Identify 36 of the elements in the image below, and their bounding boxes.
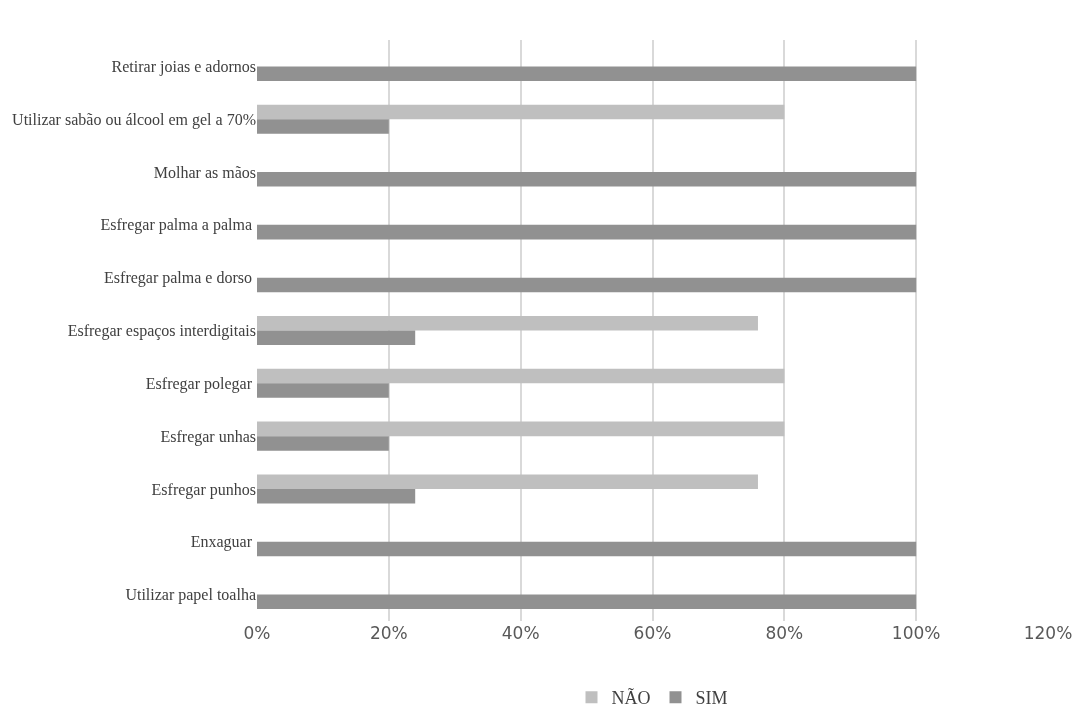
legend-label: SIM [695,688,728,709]
y-tick-label: Esfregar punhos [151,480,256,499]
bar [257,488,416,504]
x-tick-label: 0% [243,623,271,643]
y-tick-label: Esfregar espaços interdigitais [67,322,256,341]
bar [257,119,389,134]
x-tick-label: 120% [1023,623,1073,643]
x-tick-label: 100% [891,623,941,643]
bar [257,421,785,437]
y-tick-label: Utilizar papel toalha [125,586,256,605]
bar [257,277,917,293]
bar [257,594,917,610]
bar [257,66,917,81]
x-tick-label: 40% [501,623,540,643]
bar [257,541,917,557]
x-tick-label: 80% [765,623,804,643]
bar [257,330,416,346]
x-tick-label: 20% [369,623,408,643]
y-tick-label: Utilizar sabão ou álcool em gel a 70% [12,110,256,129]
y-tick-label: Enxaguar [190,533,256,552]
bar [257,224,917,240]
bar [257,474,758,489]
y-tick-label: Esfregar unhas [160,427,256,446]
bar [257,368,785,384]
bar [257,383,389,398]
legend-label: NÃO [611,687,651,709]
y-tick-label: Esfregar palma a palma [100,216,256,235]
bar [257,436,389,451]
x-tick-label: 60% [633,623,672,643]
y-tick-label: Molhar as mãos [153,163,256,181]
y-tick-label: Retirar joias e adornos [111,58,256,77]
bar [257,172,917,187]
y-tick-label: Esfregar polegar [145,374,256,393]
y-tick-label: Esfregar palma e dorso [104,269,256,288]
bar [257,315,758,331]
bar [257,104,785,120]
